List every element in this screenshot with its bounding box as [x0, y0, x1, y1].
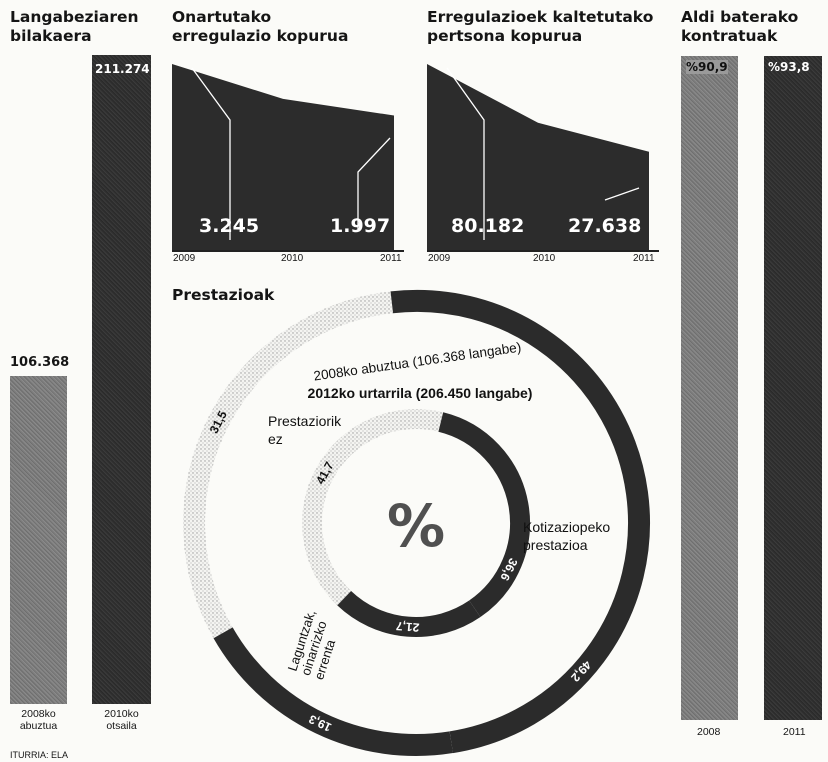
outer-ring-slice [194, 302, 392, 633]
slice-label: Kotizaziopeko prestazioa [523, 519, 610, 553]
outer-ring-slice [223, 633, 451, 745]
outer-ring-label: 2008ko abuztua (106.368 langabe) [313, 340, 522, 384]
inner-ring-label: 2012ko urtarrila (206.450 langabe) [308, 385, 533, 401]
source-note: ITURRIA: ELA [10, 750, 68, 760]
slice-label: Laguntzak,oinarrizkoerrenta [285, 608, 346, 682]
inner-ring-value-label: 21,7 [395, 619, 420, 635]
slice-label: Prestaziorik ez [268, 413, 342, 447]
percent-symbol: % [387, 492, 445, 560]
